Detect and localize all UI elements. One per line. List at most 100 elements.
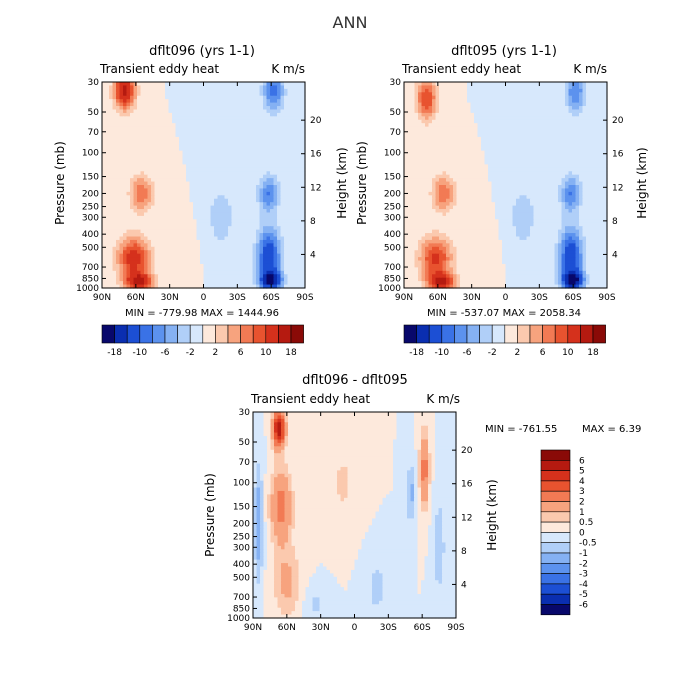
panel-a-cell: [252, 102, 257, 107]
panel-b-cell: [474, 106, 479, 111]
panel-a-cell: [193, 164, 198, 169]
panel-b-cell: [519, 85, 524, 90]
panel-a-cell: [137, 212, 142, 217]
panel-a-cell: [126, 239, 131, 244]
panel-a-cell: [228, 136, 233, 141]
panel-b-cell: [467, 95, 472, 100]
panel-a-cell: [102, 181, 107, 186]
panel-b-cell: [530, 160, 535, 165]
panel-a-cell: [217, 143, 222, 148]
panel-a-cell: [280, 167, 285, 172]
panel-a-cell: [133, 233, 138, 238]
panel-a-cell: [168, 123, 173, 128]
panel-b-cell: [600, 106, 605, 111]
panel-a-cell: [126, 136, 131, 141]
panel-a-cell: [168, 229, 173, 234]
panel-a-cell: [147, 123, 152, 128]
panel-b-cell: [470, 102, 475, 107]
panel-a-cell: [189, 212, 194, 217]
panel-a-cell: [224, 195, 229, 200]
panel-a-cell: [116, 171, 121, 176]
panel-a-cell: [252, 82, 257, 87]
panel-a-cell: [140, 95, 145, 100]
panel-a-cell: [217, 95, 222, 100]
panel-b-cell: [589, 109, 594, 114]
panel-a-cell: [259, 136, 264, 141]
panel-a-cell: [109, 270, 114, 275]
panel-a-cell: [137, 160, 142, 165]
panel-a-cell: [231, 112, 236, 117]
panel-a-cell: [228, 185, 233, 190]
panel-b-cell: [544, 130, 549, 135]
panel-a-cell: [298, 226, 303, 231]
panel-a-cell: [210, 99, 215, 104]
panel-a-cell: [105, 222, 110, 227]
panel-a-cell: [119, 212, 124, 217]
panel-b-cell: [481, 136, 486, 141]
panel-a-cell: [270, 126, 275, 131]
panel-a-cell: [231, 267, 236, 272]
panel-b-cell: [540, 116, 545, 121]
panel-b-cell: [435, 160, 440, 165]
panel-b-cell: [481, 92, 486, 97]
panel-a-cell: [147, 133, 152, 138]
panel-a-cell: [165, 181, 170, 186]
panel-b-cell: [582, 133, 587, 138]
panel-a-cell: [137, 198, 142, 203]
panel-a-cell: [270, 116, 275, 121]
panel-a-cell: [245, 147, 250, 152]
panel-a-cell: [116, 212, 121, 217]
panel-a-cell: [259, 164, 264, 169]
panel-b-cell: [453, 126, 458, 131]
panel-b-cell: [568, 147, 573, 152]
panel-b-cell: [516, 102, 521, 107]
panel-a-cell: [270, 281, 275, 286]
panel-a-cell: [263, 198, 268, 203]
panel-a-cell: [203, 181, 208, 186]
panel-b-cell: [572, 147, 577, 152]
panel-a-cell: [266, 274, 271, 279]
panel-a-cell: [291, 133, 296, 138]
panel-b-cell: [558, 126, 563, 131]
panel-a-cell: [284, 181, 289, 186]
panel-b-cell: [509, 116, 514, 121]
panel-a-cell: [224, 147, 229, 152]
panel-a-cell: [140, 215, 145, 220]
panel-a-y-tick-label: 30: [88, 78, 100, 88]
panel-a-cell: [112, 95, 117, 100]
panel-a-cell: [133, 195, 138, 200]
panel-a-cell: [210, 233, 215, 238]
panel-a-cell: [214, 85, 219, 90]
panel-a-cell: [137, 277, 142, 282]
panel-a-cell: [266, 253, 271, 258]
panel-a-cell: [161, 191, 166, 196]
panel-a-cell: [284, 112, 289, 117]
panel-a-cell: [193, 215, 198, 220]
panel-b-cell: [484, 164, 489, 169]
panel-a-cell: [126, 236, 131, 241]
panel-a-cell: [284, 185, 289, 190]
panel-b-cell: [575, 102, 580, 107]
panel-a-cell: [203, 188, 208, 193]
panel-a-cell: [112, 157, 117, 162]
panel-a-cell: [158, 157, 163, 162]
panel-a-cell: [235, 233, 240, 238]
panel-a-cell: [126, 123, 131, 128]
panel-a-cell: [182, 253, 187, 258]
panel-a-cell: [189, 284, 194, 289]
panel-a-cell: [273, 191, 278, 196]
panel-a-cell: [235, 219, 240, 224]
panel-a-cell: [221, 281, 226, 286]
panel-a-cell: [168, 150, 173, 155]
panel-a-cell: [224, 277, 229, 282]
panel-a-cell: [263, 167, 268, 172]
panel-a-cell: [294, 281, 299, 286]
panel-a-cell: [214, 202, 219, 207]
panel-b-cell: [512, 154, 517, 159]
panel-a-cell: [238, 85, 243, 90]
panel-a-cell: [294, 185, 299, 190]
panel-a-cell: [193, 281, 198, 286]
panel-b-cell: [467, 140, 472, 145]
panel-b-cell: [421, 95, 426, 100]
panel-a-cell: [200, 205, 205, 210]
